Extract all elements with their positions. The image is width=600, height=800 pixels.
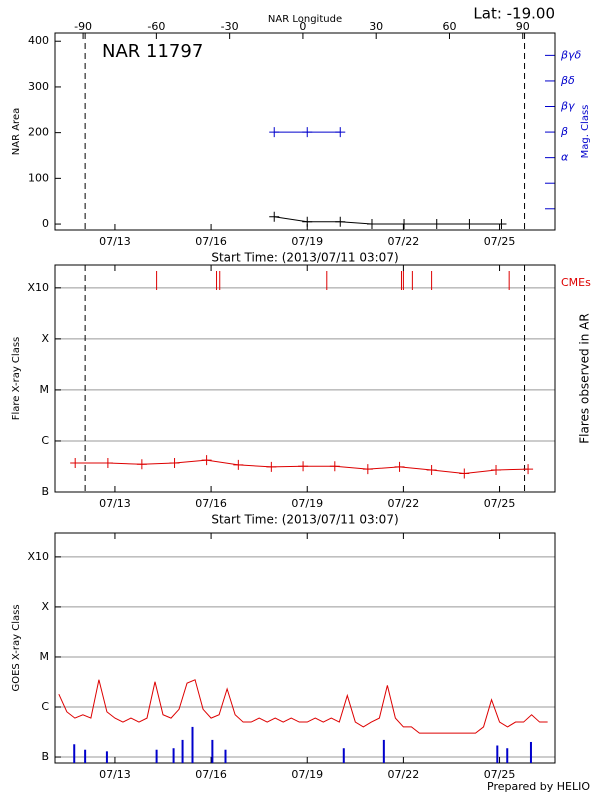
y-tick-label: 0	[42, 217, 49, 230]
marker	[102, 457, 113, 468]
x-tick-label: 07/25	[484, 497, 516, 510]
x-tick-label: 07/22	[388, 235, 420, 248]
marker	[491, 464, 502, 475]
y2-tick-label: βγδ	[560, 48, 582, 61]
marker	[266, 461, 277, 472]
x-tick-label: 07/25	[484, 235, 516, 248]
annotation: Lat: -19.00	[473, 5, 555, 23]
y-tick-label: X10	[27, 281, 49, 294]
marker	[169, 457, 180, 468]
x-tick-label: 07/22	[388, 497, 420, 510]
y-tick-label: M	[40, 383, 50, 396]
marker	[335, 127, 346, 138]
y-tick-label: 400	[28, 34, 49, 47]
y2-tick-label: β	[560, 125, 568, 138]
x-tick-label: 07/19	[291, 235, 323, 248]
marker	[523, 464, 534, 475]
x-tick-label: 07/22	[388, 768, 420, 781]
marker	[269, 127, 280, 138]
x2-tick-label: -60	[147, 20, 165, 33]
y-axis-title: NAR Area	[11, 108, 22, 155]
x-tick-label: 07/16	[195, 497, 227, 510]
y-tick-label: C	[41, 700, 49, 713]
x-axis-title: Start Time: (2013/07/11 03:07)	[211, 251, 398, 265]
plot-frame	[54, 532, 556, 764]
plot-frame	[54, 264, 556, 493]
x2-tick-label: 0	[299, 20, 306, 33]
marker	[426, 464, 437, 475]
x-tick-label: 07/13	[99, 497, 131, 510]
x-tick-label: 07/16	[195, 235, 227, 248]
x2-tick-label: -30	[221, 20, 239, 33]
x-tick-label: 07/16	[195, 768, 227, 781]
y-tick-label: B	[41, 750, 49, 763]
marker	[201, 455, 212, 466]
plot-frame	[54, 32, 556, 231]
marker	[298, 461, 309, 472]
y2-tick-label: βγ	[560, 100, 575, 113]
series-line	[274, 216, 502, 225]
marker	[496, 219, 507, 230]
x-axis-title: Start Time: (2013/07/11 03:07)	[211, 513, 398, 527]
marker	[233, 459, 244, 470]
y-tick-label: X	[41, 332, 49, 345]
x-tick-label: 07/25	[484, 768, 516, 781]
x2-tick-label: -90	[74, 20, 92, 33]
x2-axis-title: NAR Longitude	[268, 14, 342, 25]
chart-title: NAR 11797	[102, 41, 203, 62]
x2-tick-label: 30	[369, 20, 383, 33]
marker	[362, 464, 373, 475]
y-tick-label: 300	[28, 80, 49, 93]
y2-axis-title: Flares observed in AR	[578, 313, 592, 443]
footer: Prepared by HELIO	[487, 780, 590, 793]
marker	[70, 457, 81, 468]
y-tick-label: 200	[28, 126, 49, 139]
marker	[431, 219, 442, 230]
y-tick-label: M	[40, 650, 50, 663]
events-label: CMEs	[561, 276, 591, 289]
x-tick-label: 07/19	[291, 768, 323, 781]
y-axis-title: GOES X-ray Class	[11, 604, 22, 691]
marker	[366, 219, 377, 230]
y-tick-label: C	[41, 434, 49, 447]
x-tick-label: 07/13	[99, 768, 131, 781]
x-tick-label: 07/19	[291, 497, 323, 510]
y-axis-title: Flare X-ray Class	[11, 337, 22, 421]
series-line	[58, 679, 548, 734]
marker	[329, 461, 340, 472]
series-line	[75, 459, 529, 475]
x2-tick-label: 90	[516, 20, 530, 33]
marker	[399, 219, 410, 230]
y-tick-label: X10	[27, 550, 49, 563]
y-tick-label: X	[41, 600, 49, 613]
y2-axis-title: Mag. Class	[580, 105, 591, 159]
marker	[269, 211, 280, 222]
marker	[302, 216, 313, 227]
x2-tick-label: 60	[442, 20, 456, 33]
marker	[394, 461, 405, 472]
marker	[136, 459, 147, 470]
marker	[302, 127, 313, 138]
y-tick-label: B	[41, 485, 49, 498]
marker	[335, 216, 346, 227]
x-tick-label: 07/13	[99, 235, 131, 248]
marker	[464, 219, 475, 230]
y2-tick-label: α	[561, 151, 569, 164]
y-tick-label: 100	[28, 171, 49, 184]
y2-tick-label: βδ	[560, 74, 575, 87]
marker	[459, 468, 470, 479]
